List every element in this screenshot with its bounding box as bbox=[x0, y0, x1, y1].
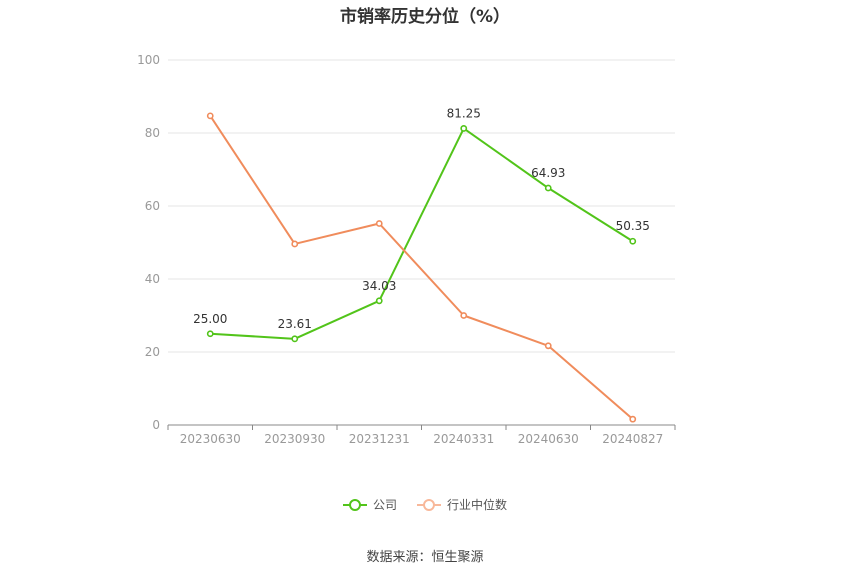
y-tick-label: 20 bbox=[145, 345, 160, 359]
x-tick-label: 20240630 bbox=[518, 432, 579, 446]
y-tick-label: 100 bbox=[137, 53, 160, 67]
chart-title: 市销率历史分位（%） bbox=[339, 7, 511, 27]
x-tick-label: 20240331 bbox=[433, 432, 494, 446]
data-point bbox=[544, 342, 552, 350]
x-tick-label: 20240827 bbox=[602, 432, 663, 446]
data-source-note: 数据来源：恒生聚源 bbox=[366, 550, 484, 565]
x-tick-label: 20231231 bbox=[349, 432, 410, 446]
legend: 公司 行业中位数 bbox=[0, 496, 850, 513]
data-point bbox=[629, 415, 637, 423]
data-label: 81.25 bbox=[447, 106, 481, 120]
data-point bbox=[291, 335, 299, 343]
data-point bbox=[544, 184, 552, 192]
series-lines bbox=[206, 112, 637, 423]
y-tick-label: 80 bbox=[145, 126, 160, 140]
y-tick-label: 40 bbox=[145, 272, 160, 286]
data-label: 25.00 bbox=[193, 312, 227, 326]
data-point bbox=[206, 112, 214, 120]
legend-industry-median-icon bbox=[417, 498, 441, 512]
data-point bbox=[291, 240, 299, 248]
data-labels: 25.00 23.61 34.03 81.25 64.93 50.35 bbox=[193, 106, 650, 330]
grid-lines bbox=[168, 59, 675, 353]
legend-item-industry-median[interactable]: 行业中位数 bbox=[417, 496, 507, 513]
data-point bbox=[375, 220, 383, 227]
data-label: 50.35 bbox=[616, 219, 650, 233]
data-label: 64.93 bbox=[531, 166, 565, 180]
series-line-1 bbox=[209, 115, 634, 420]
x-tick-label: 20230630 bbox=[180, 432, 241, 446]
y-tick-label: 0 bbox=[152, 418, 160, 432]
legend-company-label: 公司 bbox=[372, 498, 397, 512]
data-label: 34.03 bbox=[362, 279, 396, 293]
data-point bbox=[206, 330, 214, 338]
data-label: 23.61 bbox=[278, 317, 312, 331]
data-point bbox=[629, 237, 637, 245]
data-point bbox=[460, 125, 468, 132]
y-tick-label: 60 bbox=[145, 199, 160, 213]
series-line-0 bbox=[210, 127, 634, 340]
y-axis-ticks: 0 20 40 60 80 100 bbox=[137, 53, 160, 432]
legend-industry-median-label: 行业中位数 bbox=[447, 498, 508, 512]
x-axis: 20230630 20230930 20231231 20240331 20240630… bbox=[167, 424, 676, 446]
data-point bbox=[460, 312, 468, 319]
legend-company-icon bbox=[342, 498, 367, 512]
legend-item-company[interactable]: 公司 bbox=[342, 496, 397, 513]
data-point bbox=[375, 297, 383, 305]
x-tick-label: 20230930 bbox=[264, 432, 325, 446]
